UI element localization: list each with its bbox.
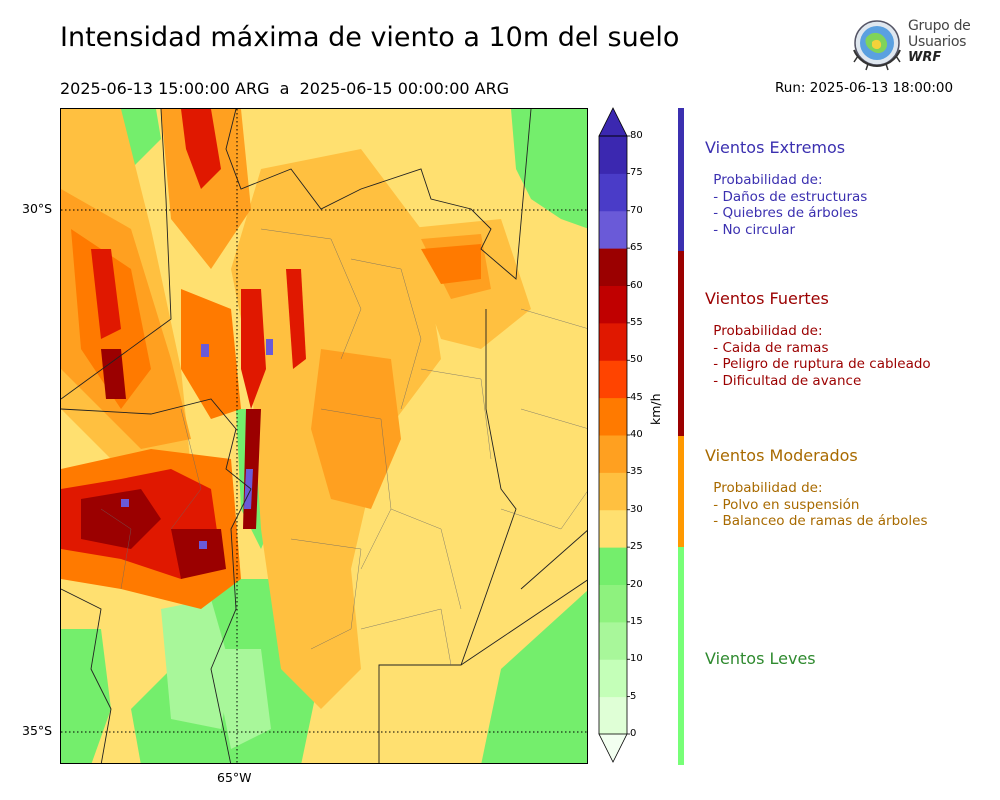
colorbar: [598, 107, 630, 763]
colorbar-tick-label: 5: [630, 690, 637, 702]
colorbar-tick-label: 50: [630, 354, 643, 366]
colorbar-extend-low: [598, 733, 628, 763]
category-bar-leves: [678, 547, 684, 765]
colorbar-tick-label: 10: [630, 653, 643, 665]
colorbar-tick-label: 20: [630, 578, 643, 590]
colorbar-tick-label: 40: [630, 429, 643, 440]
colorbar-segment: [599, 397, 627, 436]
colorbar-unit: km/h: [648, 393, 663, 425]
colorbar-segment: [599, 659, 627, 698]
colorbar-tick-label: 15: [630, 615, 643, 627]
logo-text-line1: Grupo de: [908, 18, 971, 34]
colorbar-segment: [599, 509, 627, 548]
colorbar-segment: [599, 136, 627, 174]
category-title-moderados: Vientos Moderados: [705, 446, 858, 465]
colorbar-extend-high: [598, 107, 628, 137]
colorbar-segment: [599, 435, 627, 473]
run-time: Run: 2025-06-13 18:00:00: [775, 80, 954, 96]
colorbar-tick-label: 70: [630, 204, 643, 216]
colorbar-tick-label: 65: [630, 242, 643, 254]
province-borders: [61, 109, 587, 763]
category-desc-extremos: Probabilidad de: - Daños de estructuras …: [713, 172, 868, 238]
category-title-leves: Vientos Leves: [705, 649, 816, 668]
wrf-logo: [848, 16, 968, 72]
colorbar-tick-label: 30: [630, 503, 643, 515]
category-bar-extremos: [678, 108, 684, 251]
logo-text-line3: WRF: [908, 50, 942, 65]
category-bar-moderados: [678, 436, 684, 547]
colorbar-segment: [599, 547, 627, 585]
globe-icon: [853, 20, 901, 71]
map-title: Intensidad máxima de viento a 10m del su…: [60, 22, 680, 53]
lon-label-65w: 65°W: [217, 770, 252, 785]
colorbar-segment: [599, 584, 627, 623]
colorbar-tick-label: 80: [630, 130, 643, 141]
colorbar-segment: [599, 621, 627, 660]
colorbar-tick-label: 0: [630, 728, 637, 739]
wind-field: [61, 109, 587, 763]
forecast-period: 2025-06-13 15:00:00 ARG a 2025-06-15 00:…: [60, 79, 510, 98]
colorbar-tick-label: 75: [630, 167, 643, 179]
colorbar-segment: [599, 173, 627, 212]
colorbar-tick-label: 25: [630, 541, 643, 553]
wind-map[interactable]: [60, 108, 588, 764]
graticule: [61, 109, 587, 763]
department-borders: [100, 228, 587, 666]
category-desc-fuertes: Probabilidad de: - Caida de ramas - Peli…: [713, 323, 931, 389]
colorbar-segment: [599, 322, 627, 361]
category-bar-fuertes: [678, 251, 684, 436]
colorbar-segment: [599, 285, 627, 324]
colorbar-segment: [599, 360, 627, 399]
colorbar-tick-label: 60: [630, 279, 643, 291]
colorbar-tick-label: 45: [630, 391, 643, 403]
lat-label-30s: 30°S: [22, 201, 53, 216]
colorbar-segment: [599, 248, 627, 286]
category-title-fuertes: Vientos Fuertes: [705, 289, 829, 308]
colorbar-segment: [599, 210, 627, 249]
category-desc-moderados: Probabilidad de: - Polvo en suspensión -…: [713, 480, 928, 529]
colorbar-segment: [599, 696, 627, 735]
category-title-extremos: Vientos Extremos: [705, 138, 846, 157]
violent-wind-spots: [121, 339, 273, 549]
colorbar-segment: [599, 472, 627, 511]
colorbar-tick-label: 55: [630, 316, 643, 328]
lat-label-35s: 35°S: [22, 723, 53, 738]
logo-text-line2: Usuarios: [908, 34, 967, 50]
colorbar-tick-label: 35: [630, 466, 643, 478]
very-light-wind-areas: [161, 599, 271, 749]
